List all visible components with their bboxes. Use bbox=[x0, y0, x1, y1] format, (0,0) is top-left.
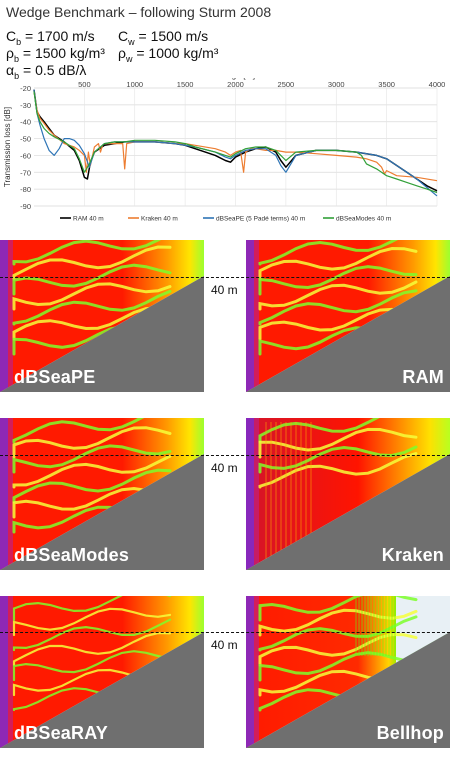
panel-dbseape: dBSeaPE bbox=[0, 240, 204, 392]
y-tick-label: -40 bbox=[20, 118, 31, 127]
source-column bbox=[0, 596, 8, 748]
interference-lobe bbox=[12, 607, 172, 637]
interference-lobe bbox=[12, 650, 172, 682]
interference-lobe bbox=[258, 608, 418, 637]
y-tick-label: -80 bbox=[20, 185, 31, 194]
x-tick-label: 2500 bbox=[278, 80, 295, 89]
interference-lobe bbox=[12, 426, 172, 459]
y-tick-label: -90 bbox=[20, 202, 31, 211]
seabed-wedge bbox=[246, 276, 450, 392]
x-tick-label: 3000 bbox=[328, 80, 345, 89]
interference-lobe bbox=[12, 282, 172, 311]
interference-lobe bbox=[258, 632, 418, 667]
x-tick-label: 4000 bbox=[429, 80, 446, 89]
y-tick-label: -50 bbox=[20, 135, 31, 144]
x-tick-label: 1000 bbox=[126, 80, 143, 89]
interference-lobe bbox=[12, 444, 172, 474]
panel-label-dbseape: dBSeaPE bbox=[14, 367, 96, 387]
interference-lobe bbox=[12, 263, 172, 296]
interference-lobe bbox=[258, 596, 418, 622]
source-column bbox=[0, 418, 8, 570]
field-image-kraken bbox=[246, 418, 450, 570]
legend-entry-3: dBSeaModes 40 m bbox=[336, 216, 391, 223]
interference-lobe bbox=[12, 418, 172, 444]
depth-line-row1 bbox=[0, 277, 450, 278]
source-column bbox=[246, 418, 254, 570]
interference-lobe bbox=[258, 280, 418, 311]
interference-lobe bbox=[12, 596, 172, 622]
interference-lobe bbox=[12, 306, 172, 341]
x-tick-label: 3500 bbox=[378, 80, 395, 89]
depth-label-row2: 40 m bbox=[211, 461, 238, 475]
source-column-fade bbox=[8, 596, 13, 748]
interference-lobe bbox=[258, 307, 418, 341]
panel-label-dbseamodes: dBSeaModes bbox=[14, 545, 130, 565]
panel-bellhop: Bellhop bbox=[246, 596, 450, 748]
param-alphab: αb = 0.5 dB/λ bbox=[6, 62, 87, 81]
panel-label-kraken: Kraken bbox=[381, 545, 444, 565]
param-rhow: ρw = 1000 kg/m³ bbox=[118, 45, 219, 64]
seabed-wedge bbox=[0, 632, 204, 748]
field-image-dbseamodes bbox=[0, 418, 204, 570]
interference-lobe bbox=[258, 265, 418, 296]
legend-entry-2: dBSeaPE (5 Padé terms) 40 m bbox=[216, 216, 305, 223]
param-rhob: ρb = 1500 kg/m³ bbox=[6, 45, 105, 64]
field-image-ram bbox=[246, 240, 450, 392]
interference-lobe bbox=[12, 631, 172, 667]
source-column-fade bbox=[8, 240, 13, 392]
legend-entry-0: RAM 40 m bbox=[73, 216, 104, 223]
param-cw: Cw = 1500 m/s bbox=[118, 28, 209, 47]
interference-lobe bbox=[258, 651, 418, 682]
panel-dbseamodes: dBSeaModes bbox=[0, 418, 204, 570]
x-tick-label: 2000 bbox=[227, 80, 244, 89]
panel-label-dbsearay: dBSeaRAY bbox=[14, 723, 108, 743]
source-column-fade bbox=[8, 418, 13, 570]
interference-lobe bbox=[12, 289, 172, 326]
source-column-fade bbox=[254, 596, 259, 748]
y-tick-label: -70 bbox=[20, 168, 31, 177]
source-column bbox=[246, 240, 254, 392]
x-tick-label: 500 bbox=[78, 80, 91, 89]
y-tick-label: -60 bbox=[20, 151, 31, 160]
panel-dbsearay: dBSeaRAY bbox=[0, 596, 204, 748]
panel-ram: RAM bbox=[246, 240, 450, 392]
y-tick-label: -30 bbox=[20, 101, 31, 110]
seabed-wedge bbox=[246, 454, 450, 570]
depth-label-row1: 40 m bbox=[211, 283, 238, 297]
param-cb: Cb = 1700 m/s bbox=[6, 28, 95, 47]
interference-lobe bbox=[12, 245, 172, 281]
seabed-wedge bbox=[0, 276, 204, 392]
field-image-bellhop bbox=[246, 596, 450, 748]
transmission-loss-chart: -20 -30 -40 -50 -60 -70 -80 -90 500 1000 1500 2000 2… bbox=[3, 78, 446, 223]
interference-lobe bbox=[258, 240, 418, 266]
interference-lobe bbox=[258, 615, 418, 652]
panel-kraken: Kraken bbox=[246, 418, 450, 570]
page-title: Wedge Benchmark – following Sturm 2008 bbox=[6, 4, 272, 20]
x-tick-label: 1500 bbox=[177, 80, 194, 89]
depth-line-row2 bbox=[0, 455, 450, 456]
source-column-fade bbox=[254, 240, 259, 392]
interference-lobe bbox=[258, 246, 418, 281]
interference-lobe bbox=[12, 454, 172, 489]
seabed-wedge bbox=[0, 454, 204, 570]
depth-line-row3 bbox=[0, 632, 450, 633]
source-column-fade bbox=[254, 418, 259, 570]
source-column bbox=[0, 240, 8, 392]
legend-entry-1: Kraken 40 m bbox=[141, 216, 178, 223]
panel-label-bellhop: Bellhop bbox=[376, 723, 444, 743]
interference-lobe bbox=[12, 468, 172, 504]
x-axis-label: Range [m] bbox=[216, 78, 255, 80]
depth-label-row3: 40 m bbox=[211, 638, 238, 652]
panel-label-ram: RAM bbox=[402, 367, 444, 387]
field-image-dbseape bbox=[0, 240, 204, 392]
field-image-dbsearay bbox=[0, 596, 204, 748]
seabed-wedge bbox=[246, 632, 450, 748]
y-axis-label: Transmission loss [dB] bbox=[3, 107, 12, 187]
source-column bbox=[246, 596, 254, 748]
interference-lobe bbox=[12, 240, 172, 266]
series-line-3 bbox=[33, 91, 438, 194]
interference-lobe bbox=[258, 289, 418, 326]
y-tick-label: -20 bbox=[20, 84, 31, 93]
